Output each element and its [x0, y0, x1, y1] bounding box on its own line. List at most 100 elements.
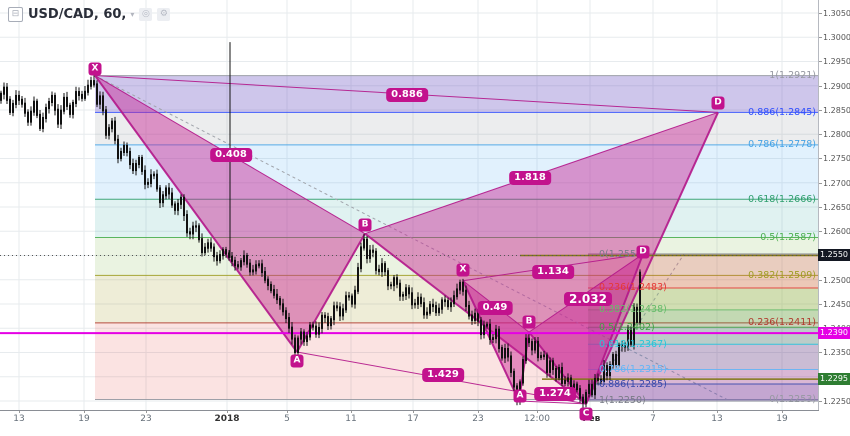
time-tick-label: 12:00	[524, 414, 550, 424]
time-tick-mark	[413, 410, 414, 413]
price-tick-mark	[818, 158, 822, 160]
time-tick-label: 23	[140, 414, 152, 424]
price-tick-label: 1.2450	[823, 299, 850, 309]
pattern-point-badge[interactable]: B	[358, 218, 372, 232]
price-tick-mark	[818, 400, 822, 402]
fib-level-label: 0(1.2253)	[769, 394, 816, 406]
fib-trendline-dashed[interactable]	[587, 253, 685, 402]
pattern-point-badge[interactable]: D	[711, 96, 725, 110]
time-tick-mark	[227, 410, 228, 413]
chart-layout-icon[interactable]: ⊟	[8, 7, 23, 22]
price-tick-mark	[818, 109, 822, 111]
time-tick-mark	[84, 410, 85, 413]
fib-level-label: 0.786(1.2315)	[599, 363, 667, 375]
time-tick-mark	[717, 410, 718, 413]
price-tick-mark	[818, 134, 822, 136]
pattern-ratio-label[interactable]: 1.818	[509, 171, 551, 185]
price-tick-label: 1.2650	[823, 202, 850, 212]
pattern-point-badge[interactable]: A	[513, 389, 527, 403]
time-tick-label: 5	[284, 414, 290, 424]
pattern-point-badge[interactable]: B	[522, 315, 536, 329]
price-tick-mark	[818, 37, 822, 39]
price-tick-label: 1.3000	[823, 33, 850, 43]
gear-icon[interactable]: ⚙	[157, 8, 171, 21]
pattern-point-badge[interactable]: A	[290, 354, 304, 368]
price-tick-mark	[818, 352, 822, 354]
price-axis-badge: 1.2550	[818, 249, 850, 262]
time-tick-label: 17	[407, 414, 419, 424]
fib-level-label: 0(1.2553)	[599, 248, 646, 260]
price-tick-label: 1.2900	[823, 81, 850, 91]
fib-level-label: 0.236(1.2483)	[599, 282, 667, 294]
pattern-ratio-label[interactable]: 0.408	[210, 148, 252, 162]
chart-legend: ⊟ USD/CAD, 60, ▾ ◎ ⚙	[8, 7, 171, 22]
price-tick-mark	[818, 182, 822, 184]
price-tick-label: 1.2700	[823, 178, 850, 188]
time-tick-label: 19	[776, 414, 788, 424]
fib-retracement-small[interactable]	[588, 253, 818, 402]
symbol-title[interactable]: USD/CAD, 60,	[28, 7, 127, 22]
fib-trendline-dashed[interactable]	[94, 75, 728, 400]
circle-icon[interactable]: ◎	[139, 8, 153, 21]
pattern-point-badge[interactable]: C	[579, 407, 593, 421]
pattern-ratio-label[interactable]: 1.429	[422, 368, 464, 382]
price-tick-label: 1.2500	[823, 275, 850, 285]
time-tick-label: 19	[78, 414, 90, 424]
fib-level-label: 0.382(1.2438)	[599, 304, 667, 316]
price-tick-label: 1.3050	[823, 8, 850, 18]
time-tick-label: 23	[472, 414, 484, 424]
price-tick-label: 1.2250	[823, 396, 850, 406]
time-tick-mark	[653, 410, 654, 413]
time-tick-label: 7	[650, 414, 656, 424]
time-tick-mark	[537, 410, 538, 413]
fib-level-label: 0.5(1.2587)	[760, 232, 816, 244]
fib-level-label: 0.236(1.2411)	[748, 317, 816, 329]
time-axis-border	[0, 410, 819, 411]
time-tick-mark	[478, 410, 479, 413]
fib-level-label: 0.618(1.2367)	[599, 338, 667, 350]
pattern-ratio-label[interactable]: 0.886	[386, 88, 428, 102]
pattern-ratio-label[interactable]: 2.032	[564, 292, 612, 306]
pattern-point-badge[interactable]: X	[456, 263, 470, 277]
pattern-ratio-label[interactable]: 1.134	[532, 265, 574, 279]
price-tick-mark	[818, 279, 822, 281]
fib-level-label: 1(1.2250)	[599, 395, 646, 407]
fib-level-label: 0.886(1.2285)	[599, 378, 667, 390]
candlestick-series	[0, 42, 641, 408]
time-tick-mark	[782, 410, 783, 413]
pattern-point-badge[interactable]: D	[636, 245, 650, 259]
price-tick-label: 1.2600	[823, 227, 850, 237]
time-tick-label: 13	[711, 414, 723, 424]
pattern-point-badge[interactable]: X	[88, 62, 102, 76]
time-tick-mark	[19, 410, 20, 413]
price-axis-border	[818, 0, 819, 410]
time-tick-label: 2018	[214, 414, 240, 424]
price-tick-label: 1.2350	[823, 348, 850, 358]
fib-level-label: 0.382(1.2509)	[748, 269, 816, 281]
fib-retracement-large[interactable]	[95, 75, 818, 401]
fib-level-label: 0.886(1.2845)	[748, 106, 816, 118]
chevron-down-icon[interactable]: ▾	[130, 10, 135, 19]
time-tick-label: 11	[345, 414, 357, 424]
price-tick-label: 1.2800	[823, 130, 850, 140]
price-axis-badge: 1.2390	[818, 327, 850, 340]
price-tick-label: 1.2950	[823, 57, 850, 67]
price-tick-label: 1.2850	[823, 105, 850, 115]
price-tick-mark	[818, 85, 822, 87]
pattern-ratio-label[interactable]: 0.49	[477, 301, 513, 315]
time-tick-mark	[287, 410, 288, 413]
price-axis-badge: 1.2295	[818, 373, 850, 386]
fib-level-label: 0.618(1.2666)	[748, 193, 816, 205]
pattern-ratio-label[interactable]: 1.274	[534, 387, 576, 401]
price-tick-mark	[818, 12, 822, 14]
fib-level-label: 1(1.2921)	[769, 70, 816, 82]
time-tick-mark	[351, 410, 352, 413]
fib-level-label: 0.786(1.2778)	[748, 139, 816, 151]
time-tick-mark	[146, 410, 147, 413]
time-tick-label: 13	[13, 414, 25, 424]
price-tick-mark	[818, 206, 822, 208]
price-tick-mark	[818, 303, 822, 305]
fib-level-label: 0.5(1.2402)	[599, 321, 655, 333]
